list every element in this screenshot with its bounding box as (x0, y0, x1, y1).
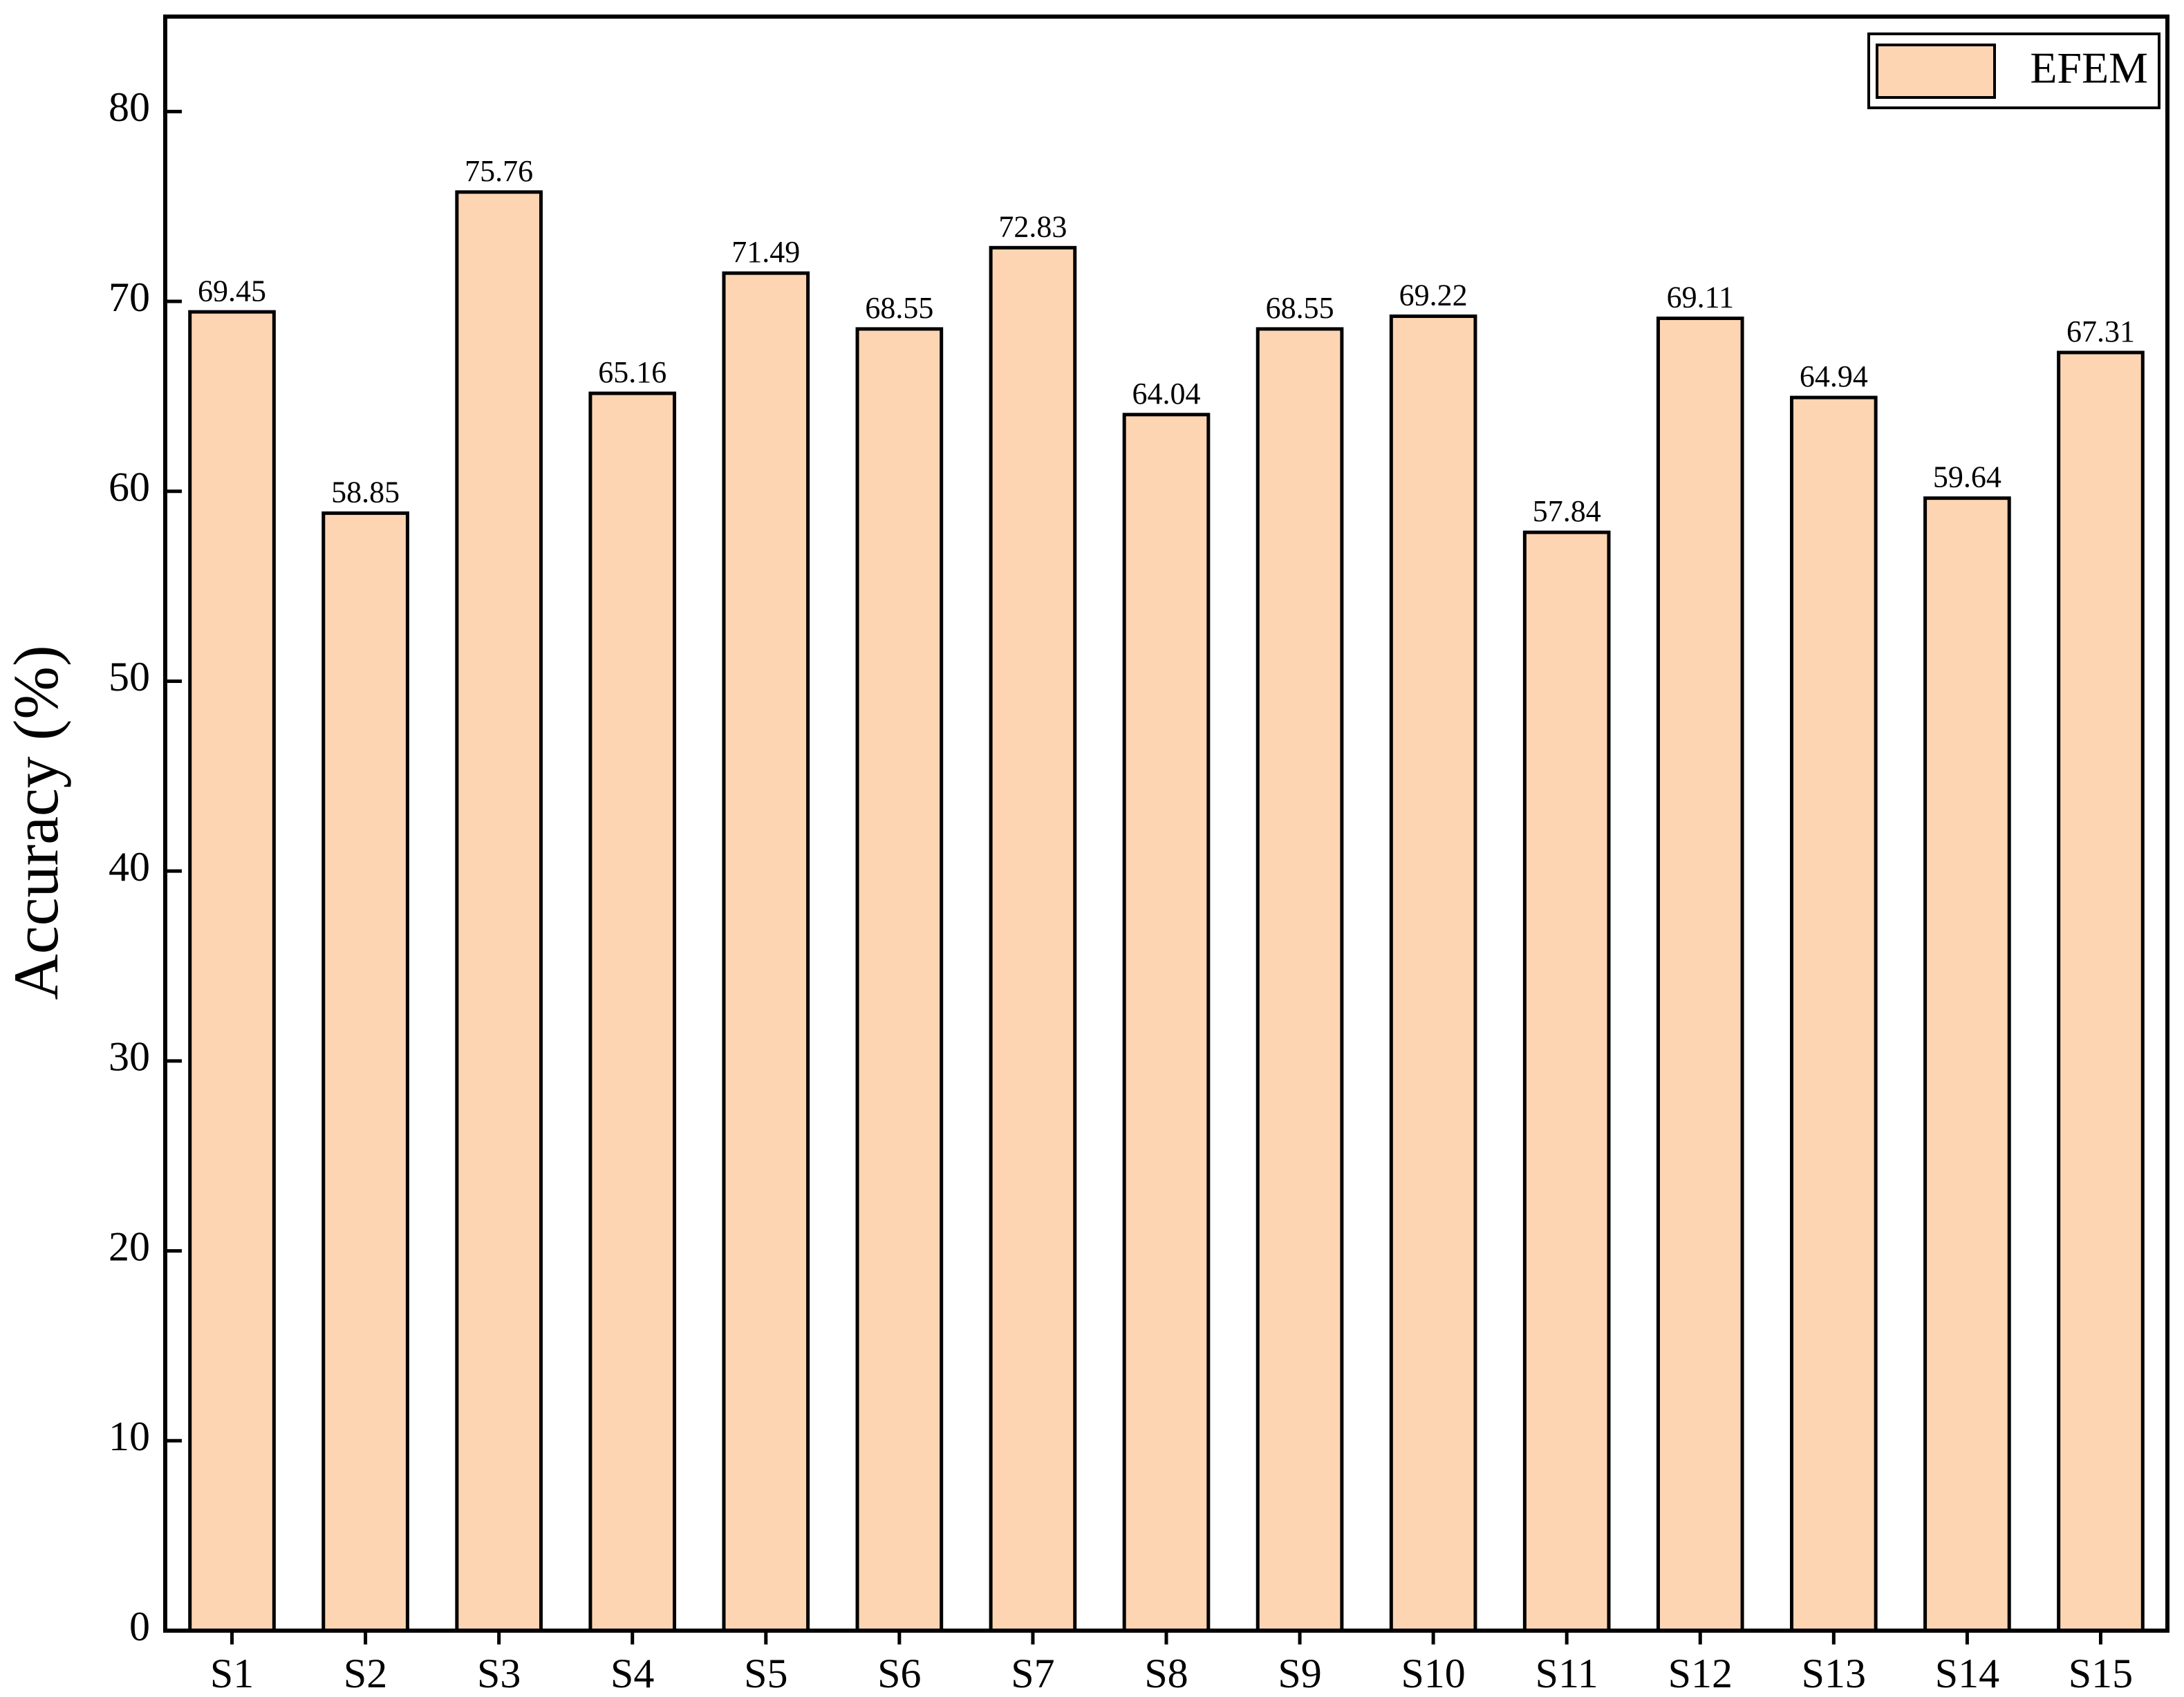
y-axis-label: Accuracy (%) (1, 645, 71, 1000)
x-tick-label: S2 (344, 1651, 387, 1696)
bar (455, 190, 543, 1633)
y-tick-label: 30 (109, 1034, 150, 1080)
plot-frame (163, 15, 2169, 1633)
x-tick-label: S4 (610, 1651, 654, 1696)
y-tick-label: 20 (109, 1223, 150, 1269)
value-label: 68.55 (865, 291, 933, 325)
legend-label: EFEM (2030, 44, 2148, 93)
x-tick-label: S1 (210, 1651, 254, 1696)
bar (321, 511, 409, 1633)
value-label: 67.31 (2066, 315, 2135, 348)
x-tick-label: S8 (1144, 1651, 1188, 1696)
bar (1656, 317, 1744, 1633)
bar (722, 271, 810, 1633)
x-tick-label: S11 (1536, 1651, 1598, 1696)
x-tick-label: S5 (744, 1651, 787, 1696)
y-tick-label: 80 (109, 84, 150, 130)
value-label: 65.16 (598, 355, 666, 389)
y-tick-label: 50 (109, 654, 150, 700)
y-tick-label: 10 (109, 1414, 150, 1459)
value-label: 75.76 (465, 154, 533, 188)
x-tick-label: S7 (1011, 1651, 1054, 1696)
value-label: 71.49 (731, 235, 800, 269)
bar (188, 310, 276, 1633)
y-tick-label: 60 (109, 465, 150, 510)
value-label: 72.83 (998, 209, 1067, 243)
y-tick-label: 40 (109, 844, 150, 890)
value-label: 64.94 (1800, 359, 1868, 393)
bar (1923, 496, 2011, 1633)
x-tick-label: S6 (877, 1651, 921, 1696)
x-tick-label: S13 (1802, 1651, 1866, 1696)
bar (855, 327, 944, 1633)
x-tick-label: S9 (1278, 1651, 1321, 1696)
value-label: 59.64 (1933, 460, 2001, 494)
bar (989, 245, 1077, 1633)
value-label: 69.11 (1667, 281, 1734, 315)
bar (1256, 327, 1344, 1633)
x-tick-label: S3 (477, 1651, 521, 1696)
y-tick-label: 70 (109, 274, 150, 320)
bar (1790, 395, 1878, 1633)
value-label: 57.84 (1533, 494, 1601, 528)
bar (1389, 314, 1477, 1633)
bar (2057, 350, 2145, 1633)
bar (588, 391, 677, 1633)
bar (1122, 413, 1211, 1633)
legend-swatch (1876, 44, 1996, 99)
x-tick-label: S14 (1935, 1651, 1999, 1696)
x-tick-label: S15 (2069, 1651, 2133, 1696)
bar (1522, 530, 1611, 1633)
value-label: 68.55 (1266, 291, 1334, 325)
x-tick-label: S12 (1668, 1651, 1733, 1696)
x-tick-label: S10 (1401, 1651, 1465, 1696)
y-tick-label: 0 (129, 1604, 150, 1649)
value-label: 64.04 (1132, 377, 1201, 411)
value-label: 69.45 (198, 274, 266, 308)
value-label: 58.85 (331, 475, 400, 509)
value-label: 69.22 (1399, 279, 1468, 312)
